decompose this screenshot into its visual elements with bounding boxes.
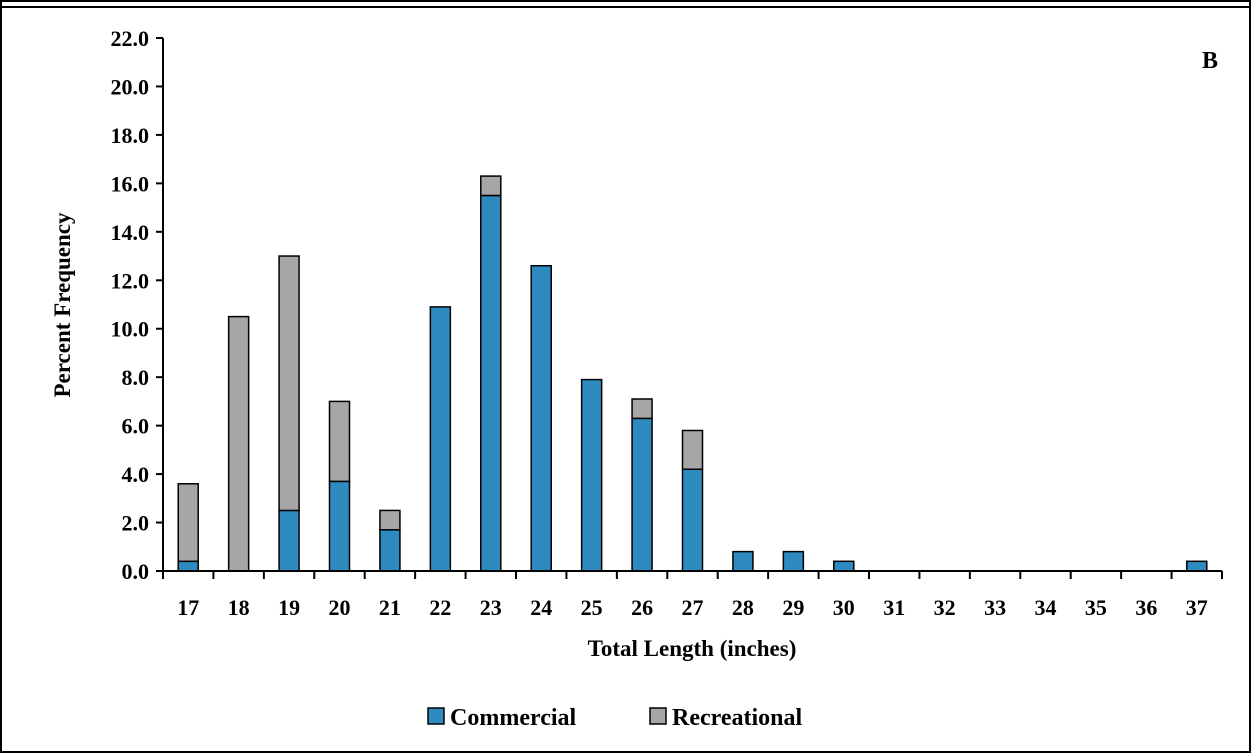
x-tick-label: 24 (530, 595, 552, 620)
x-tick-label: 34 (1035, 595, 1057, 620)
x-tick-label: 22 (429, 595, 451, 620)
x-tick-label: 33 (984, 595, 1006, 620)
x-axis-ticks: 17 18 19 20 21 22 23 24 25 26 27 28 29 30 31 32 33 34 35 36… (162, 571, 1223, 620)
x-tick-label: 37 (1186, 595, 1208, 620)
x-tick-label: 17 (177, 595, 199, 620)
y-tick-label: 14.0 (111, 220, 150, 245)
x-tick-label: 26 (631, 595, 653, 620)
bar-recreational-20 (328, 400, 351, 483)
x-tick-label: 20 (329, 595, 351, 620)
legend-swatch-commercial (427, 707, 445, 725)
bar-commercial-30 (833, 560, 855, 572)
y-tick-label: 18.0 (111, 123, 150, 148)
bar-commercial-27 (681, 468, 704, 572)
panel-label: B (1202, 48, 1218, 74)
x-tick-label: 28 (732, 595, 754, 620)
x-tick-label: 29 (782, 595, 804, 620)
legend-swatch-recreational (649, 707, 667, 725)
bar-recreational-17 (177, 483, 199, 563)
bar-commercial-23 (480, 194, 502, 572)
x-tick-label: 23 (480, 595, 502, 620)
y-tick-label: 16.0 (111, 171, 150, 196)
x-tick-label: 21 (379, 595, 401, 620)
bar-commercial-19 (278, 509, 300, 572)
bar-commercial-24 (530, 264, 552, 572)
bar-commercial-17 (177, 560, 199, 572)
legend: Commercial Recreational (427, 705, 803, 731)
x-tick-label: 30 (833, 595, 855, 620)
x-axis-title: Total Length (inches) (588, 636, 797, 661)
bar-recreational-18 (227, 315, 250, 572)
x-tick-label: 18 (228, 595, 250, 620)
x-tick-label: 25 (581, 595, 603, 620)
y-tick-label: 2.0 (122, 511, 150, 536)
legend-label-recreational: Recreational (672, 705, 803, 731)
x-tick-label: 27 (682, 595, 704, 620)
x-tick-label: 31 (883, 595, 905, 620)
bar-commercial-22 (429, 306, 452, 572)
x-tick-label: 35 (1085, 595, 1107, 620)
y-tick-label: 12.0 (111, 268, 150, 293)
bar-recreational-21 (379, 509, 401, 531)
bar-recreational-23 (480, 175, 502, 197)
bars-layer (177, 175, 1208, 572)
bar-commercial-21 (379, 529, 401, 572)
y-tick-label: 10.0 (111, 317, 150, 342)
y-tick-label: 8.0 (122, 365, 150, 390)
bar-recreational-27 (681, 429, 704, 470)
x-tick-label: 19 (278, 595, 300, 620)
y-tick-label: 0.0 (122, 559, 150, 584)
bar-commercial-29 (782, 550, 805, 572)
bar-recreational-19 (278, 255, 300, 512)
bar-commercial-28 (732, 550, 754, 572)
y-axis-title: Percent Frequency (50, 212, 75, 398)
x-tick-label: 32 (934, 595, 956, 620)
bar-commercial-37 (1186, 560, 1208, 572)
y-tick-label: 6.0 (122, 414, 150, 439)
frame-top-rule (0, 6, 1251, 8)
bar-commercial-20 (328, 480, 351, 572)
y-axis-ticks: 0.0 2.0 4.0 6.0 8.0 10.0 12.0 14.0 16.0 18.0 20.0 2… (111, 26, 163, 584)
bar-recreational-26 (631, 398, 653, 420)
x-tick-label: 36 (1135, 595, 1157, 620)
y-tick-label: 20.0 (111, 74, 150, 99)
bar-commercial-26 (631, 417, 653, 572)
y-tick-label: 22.0 (111, 26, 150, 51)
bar-commercial-25 (580, 378, 603, 572)
legend-label-commercial: Commercial (450, 705, 577, 731)
y-tick-label: 4.0 (122, 462, 150, 487)
